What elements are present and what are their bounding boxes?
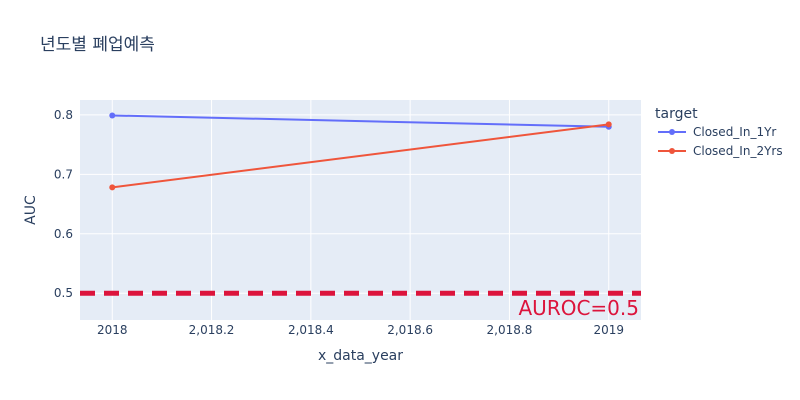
y-tick-label: 0.7	[54, 167, 73, 181]
y-tick-label: 0.8	[54, 108, 73, 122]
legend-title: target	[655, 106, 698, 122]
legend-marker	[669, 148, 675, 154]
series-line	[112, 114, 609, 128]
data-point[interactable]	[109, 184, 116, 191]
x-tick-label: 2,018.2	[189, 323, 235, 337]
data-point[interactable]	[109, 112, 116, 119]
legend-item[interactable]: Closed_In_1Yr	[658, 125, 776, 139]
y-tick-label: 0.5	[54, 286, 73, 300]
chart-title: 년도별 폐업예측	[40, 35, 155, 55]
legend-label: Closed_In_1Yr	[693, 125, 776, 139]
x-tick-label: 2,018.8	[487, 323, 533, 337]
y-axis-title: AUC	[23, 195, 39, 225]
legend-label: Closed_In_2Yrs	[693, 144, 783, 158]
legend-item[interactable]: Closed_In_2Yrs	[658, 144, 783, 158]
series-lines	[109, 112, 612, 191]
x-axis-title: x_data_year	[318, 348, 403, 364]
series-group	[109, 121, 612, 191]
legend-items[interactable]: Closed_In_1Yr Closed_In_2Yrs	[658, 125, 783, 158]
data-point[interactable]	[605, 121, 612, 128]
legend-marker	[669, 129, 675, 135]
axis-ticks: 2018 2,018.2 2,018.4 2,018.6 2,018.8 2019 0.5 0…	[54, 108, 624, 337]
y-tick-label: 0.6	[54, 227, 73, 241]
x-tick-label: 2018	[97, 323, 128, 337]
reference-line-group: AUROC=0.5	[80, 290, 641, 320]
x-tick-label: 2,018.6	[387, 323, 433, 337]
grid-lines	[80, 100, 641, 320]
x-tick-label: 2,018.4	[288, 323, 334, 337]
legend[interactable]: target Closed_In_1Yr Closed_In_2Yrs	[655, 106, 783, 158]
reference-line-label: AUROC=0.5	[519, 296, 640, 320]
plot-area	[80, 100, 641, 320]
x-tick-label: 2019	[593, 323, 624, 337]
series-line	[112, 123, 609, 189]
